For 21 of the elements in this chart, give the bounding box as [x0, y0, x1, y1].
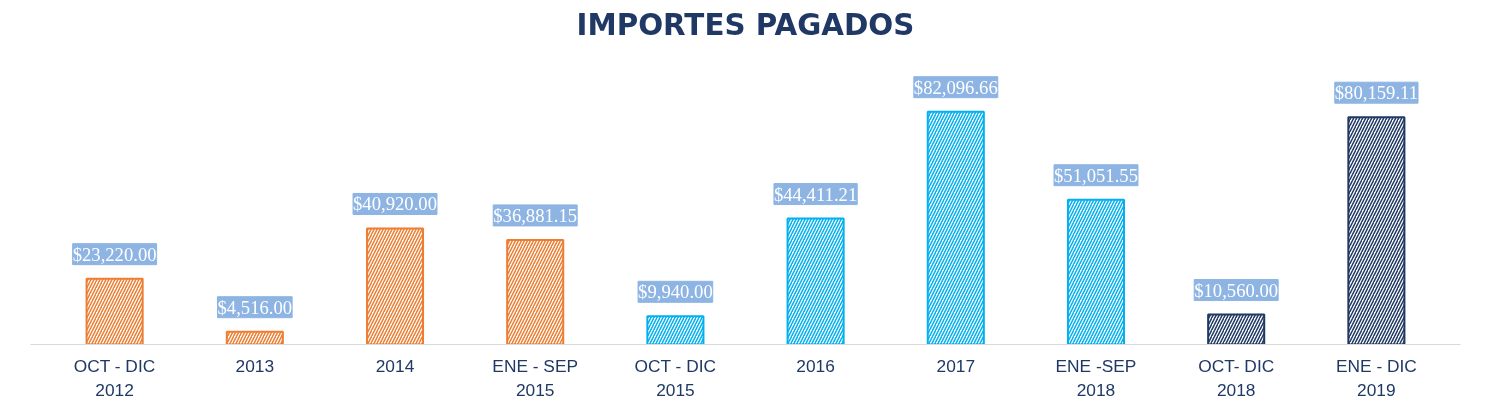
chart-title: IMPORTES PAGADOS: [576, 7, 915, 42]
x-tick-label: 2014: [375, 355, 415, 376]
x-tick-label: 2013: [235, 355, 275, 376]
data-label: $80,159.11: [1334, 82, 1419, 104]
data-label: $36,881.15: [493, 204, 578, 226]
x-tick-label: 2017: [936, 355, 976, 376]
x-tick-label: OCT- DIC 2018: [1198, 355, 1275, 400]
data-label: $23,220.00: [72, 243, 157, 265]
data-label: $9,940.00: [638, 281, 713, 303]
x-tick-label: ENE -SEP 2018: [1055, 355, 1137, 400]
data-label: $10,560.00: [1194, 279, 1279, 301]
data-label: $51,051.55: [1054, 164, 1138, 186]
x-tick-label: ENE - SEP 2015: [492, 355, 579, 400]
data-label: $4,516.00: [217, 296, 293, 318]
data-label: $44,411.21: [773, 183, 858, 205]
data-label: $40,920.00: [353, 193, 437, 215]
x-tick-label: OCT - DIC 2012: [73, 355, 156, 400]
data-label: $82,096.66: [913, 76, 998, 98]
x-tick-label: 2016: [796, 355, 835, 376]
x-tick-label: ENE - DIC 2019: [1335, 355, 1417, 400]
x-tick-label: OCT - DIC 2015: [634, 355, 717, 400]
